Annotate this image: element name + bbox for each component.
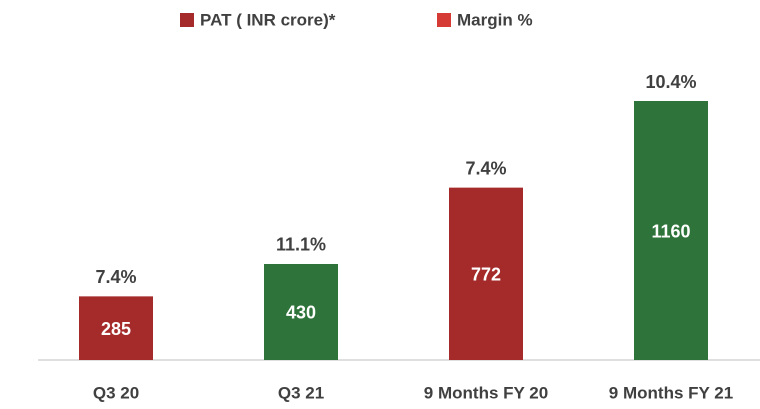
margin-label: 7.4% [95, 267, 136, 287]
value-label: 772 [471, 265, 501, 285]
bar [634, 101, 708, 360]
legend-swatch [180, 13, 194, 27]
x-tick-label: 9 Months FY 21 [609, 383, 733, 402]
bar [449, 187, 523, 360]
margin-label: 11.1% [276, 235, 326, 255]
value-label: 285 [101, 319, 131, 339]
bar [79, 296, 153, 360]
legend-label: Margin % [457, 10, 533, 29]
legend-label: PAT ( INR crore)* [200, 10, 336, 29]
value-label: 430 [286, 303, 316, 323]
x-tick-label: Q3 20 [93, 383, 139, 402]
bar [264, 263, 338, 360]
x-tick-label: 9 Months FY 20 [424, 383, 548, 402]
legend-swatch [437, 13, 451, 27]
margin-label: 7.4% [465, 158, 506, 178]
value-label: 1160 [651, 221, 690, 241]
x-tick-label: Q3 21 [278, 383, 324, 402]
margin-label: 10.4% [645, 72, 696, 92]
